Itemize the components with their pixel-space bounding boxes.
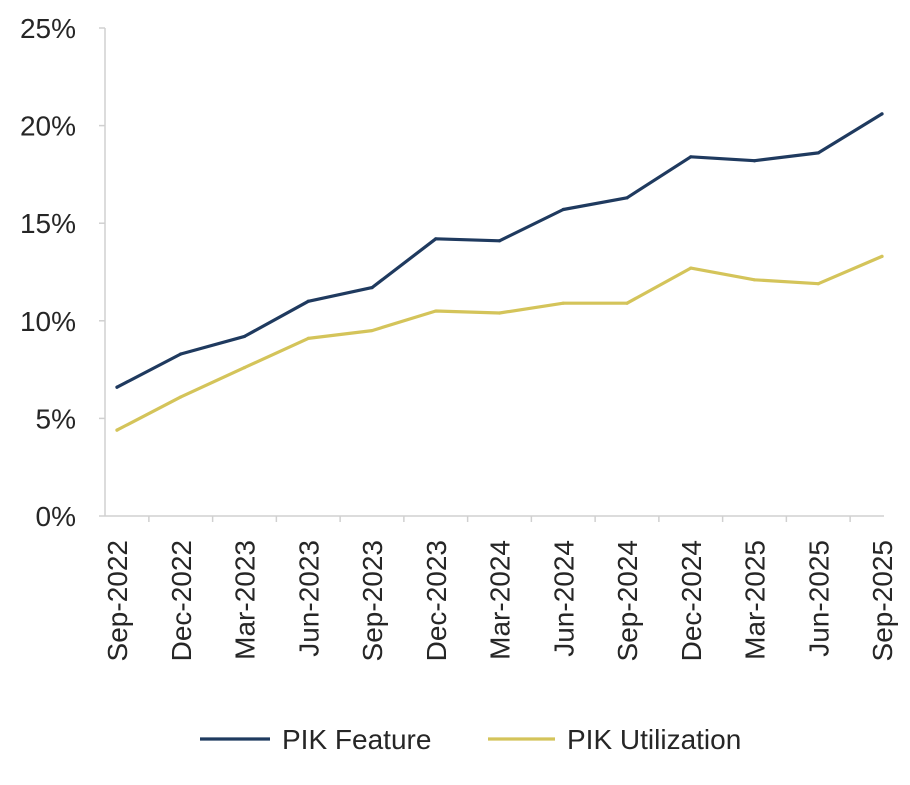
x-tick-label: Sep-2025 — [867, 540, 898, 661]
data-point — [242, 366, 247, 370]
data-point — [880, 112, 884, 116]
data-point — [561, 207, 565, 212]
y-tick-label: 5% — [36, 403, 76, 434]
data-point — [115, 385, 119, 389]
x-axis: Sep-2022 Dec-2022 Mar-2023 Jun-2023 Sep-2023… — [102, 515, 898, 661]
data-point — [816, 151, 820, 155]
y-tick-label: 0% — [36, 501, 76, 532]
legend-label: PIK Feature — [282, 724, 431, 755]
x-tick-label: Dec-2023 — [421, 540, 452, 661]
y-axis: 0% 5% 10% 15% 20% 25% — [20, 13, 106, 532]
data-point — [625, 301, 629, 305]
y-tick-label: 25% — [20, 13, 76, 44]
x-tick-label: Jun-2023 — [293, 540, 324, 657]
y-tick-label: 15% — [20, 208, 76, 239]
x-tick-label: Dec-2024 — [676, 540, 707, 661]
data-point — [752, 278, 757, 282]
data-point — [689, 266, 693, 270]
data-point — [179, 352, 183, 356]
y-tick-label: 20% — [20, 111, 76, 142]
x-tick-label: Mar-2024 — [485, 540, 516, 660]
data-point — [370, 328, 374, 333]
x-tick-label: Sep-2023 — [357, 540, 388, 661]
legend: PIK Feature PIK Utilization — [200, 724, 741, 755]
data-point — [880, 254, 884, 258]
x-tick-label: Dec-2022 — [166, 540, 197, 661]
y-tick-label: 10% — [20, 306, 76, 337]
data-point — [370, 286, 374, 290]
x-tick-label: Sep-2024 — [612, 540, 643, 661]
data-point — [179, 395, 183, 399]
data-point — [816, 282, 820, 286]
data-point — [434, 237, 438, 241]
data-point — [752, 159, 757, 163]
data-point — [689, 155, 693, 159]
data-point — [497, 311, 502, 315]
data-point — [115, 428, 119, 432]
legend-label: PIK Utilization — [567, 724, 741, 755]
series-layer — [115, 112, 884, 432]
x-tick-label: Jun-2025 — [803, 540, 834, 657]
data-point — [242, 334, 247, 339]
x-tick-label: Mar-2025 — [740, 540, 771, 660]
series-line-pik-utilization — [115, 254, 884, 432]
x-tick-label: Jun-2024 — [548, 540, 579, 657]
x-tick-label: Sep-2022 — [102, 540, 133, 661]
x-tick-label: Mar-2023 — [230, 540, 261, 660]
data-point — [561, 301, 565, 305]
data-point — [306, 299, 310, 303]
data-point — [306, 336, 310, 340]
data-point — [497, 239, 502, 243]
series-line-pik-feature — [115, 112, 884, 389]
data-point — [625, 196, 629, 200]
data-point — [434, 309, 438, 313]
